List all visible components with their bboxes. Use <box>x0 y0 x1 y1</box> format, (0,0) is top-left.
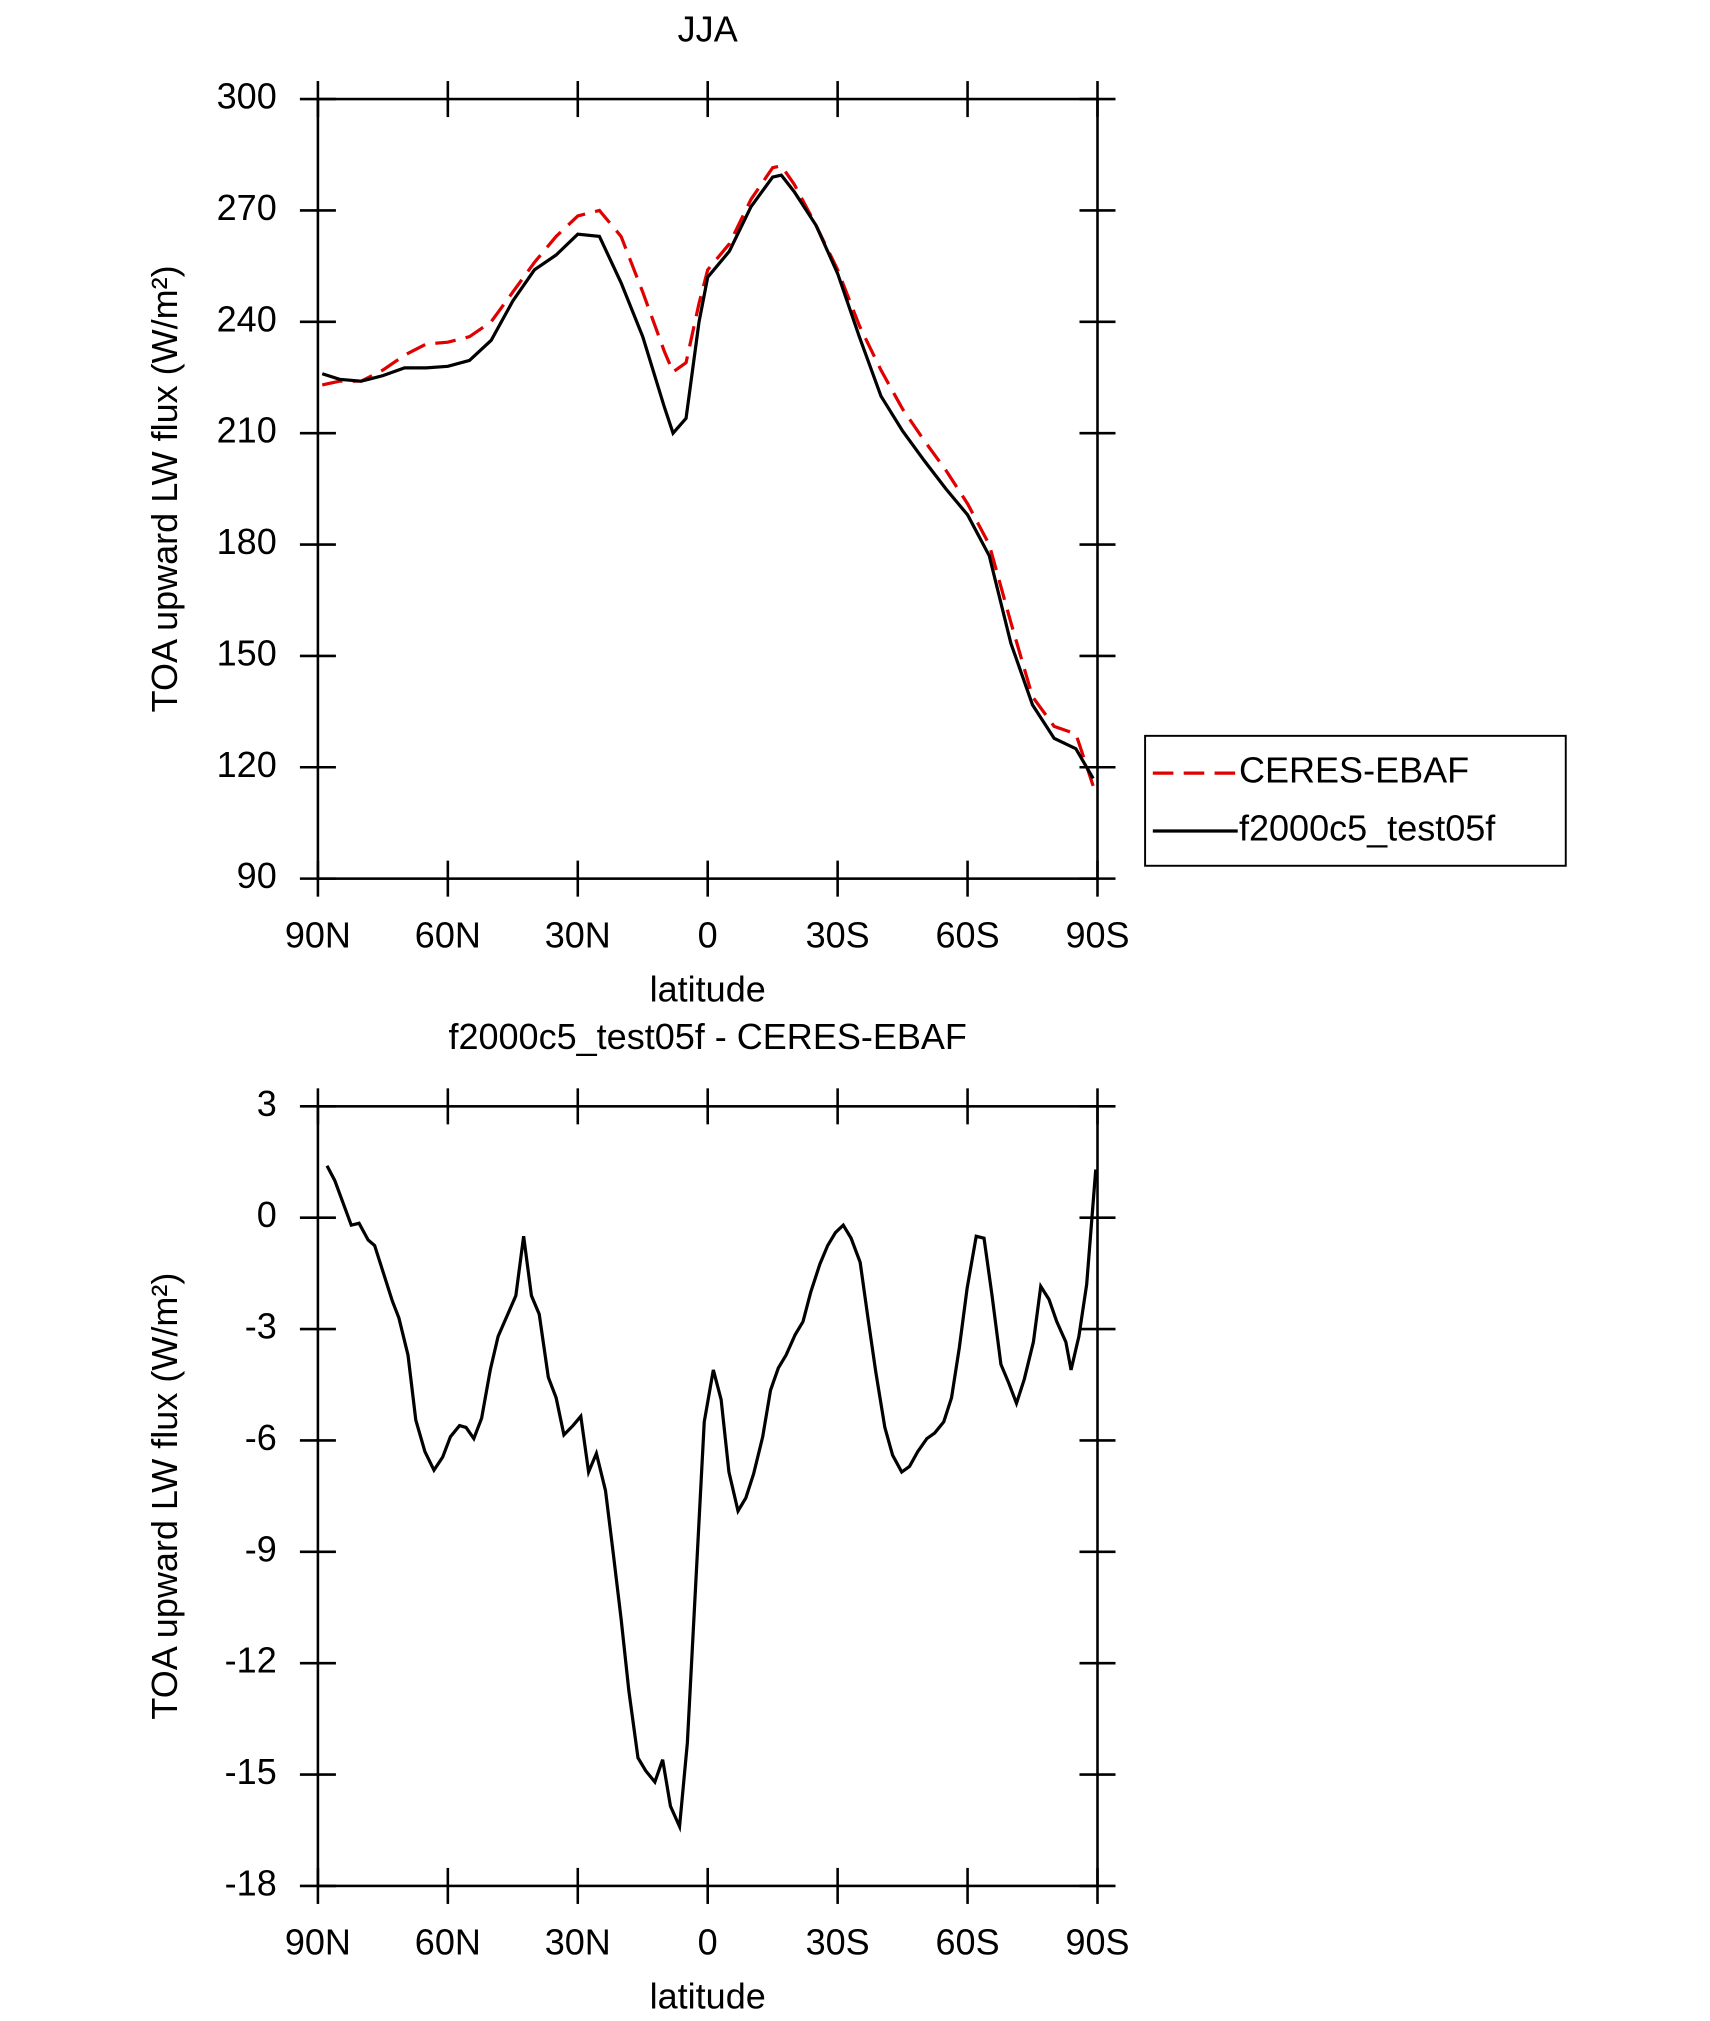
legend-box <box>1144 734 1567 867</box>
y-tick-label: -12 <box>225 1640 277 1681</box>
x-tick-label: 0 <box>698 1922 718 1963</box>
y-tick-label: 210 <box>217 410 277 451</box>
y-tick-label: 150 <box>217 632 277 673</box>
x-tick-label: 0 <box>698 914 718 955</box>
y-tick-label: 240 <box>217 298 277 339</box>
y-tick-label: 270 <box>217 187 277 228</box>
y-tick-label: -18 <box>225 1862 277 1903</box>
x-tick-label: 90N <box>285 914 351 955</box>
data-line <box>325 1164 1098 1833</box>
legend-label: f2000c5_test05f <box>1239 808 1496 849</box>
y-axis-label: TOA upward LW flux (W/m²) <box>144 265 185 712</box>
plot-frame <box>316 1105 1099 1888</box>
legend-label: CERES-EBAF <box>1239 750 1469 791</box>
chart-title: f2000c5_test05f - CERES-EBAF <box>448 1016 966 1057</box>
x-tick-label: 60S <box>936 914 1000 955</box>
y-tick-label: 180 <box>217 521 277 562</box>
x-tick-label: 90S <box>1065 1922 1129 1963</box>
y-tick-label: 0 <box>257 1194 277 1235</box>
y-tick-label: -15 <box>225 1751 277 1792</box>
x-tick-label: 30S <box>806 914 870 955</box>
data-line <box>321 173 1095 780</box>
x-tick-label: 60N <box>415 914 481 955</box>
x-tick-label: 60N <box>415 1922 481 1963</box>
x-tick-label: 30S <box>806 1922 870 1963</box>
chart-title: JJA <box>678 9 738 50</box>
x-tick-label: 30N <box>545 914 611 955</box>
x-tick-label: 60S <box>936 1922 1000 1963</box>
y-tick-label: 90 <box>237 855 277 896</box>
data-line <box>321 164 1095 787</box>
x-tick-label: 90N <box>285 1922 351 1963</box>
y-axis-label: TOA upward LW flux (W/m²) <box>144 1273 185 1720</box>
x-tick-label: 90S <box>1065 914 1129 955</box>
y-tick-label: -9 <box>245 1528 277 1569</box>
x-tick-label: 30N <box>545 1922 611 1963</box>
y-tick-label: 3 <box>257 1083 277 1124</box>
x-axis-label: latitude <box>650 1976 766 2017</box>
y-tick-label: -6 <box>245 1417 277 1458</box>
x-axis-label: latitude <box>650 968 766 1009</box>
plot-frame <box>316 97 1099 880</box>
y-tick-label: -3 <box>245 1306 277 1347</box>
y-tick-label: 300 <box>217 76 277 117</box>
y-tick-label: 120 <box>217 744 277 785</box>
